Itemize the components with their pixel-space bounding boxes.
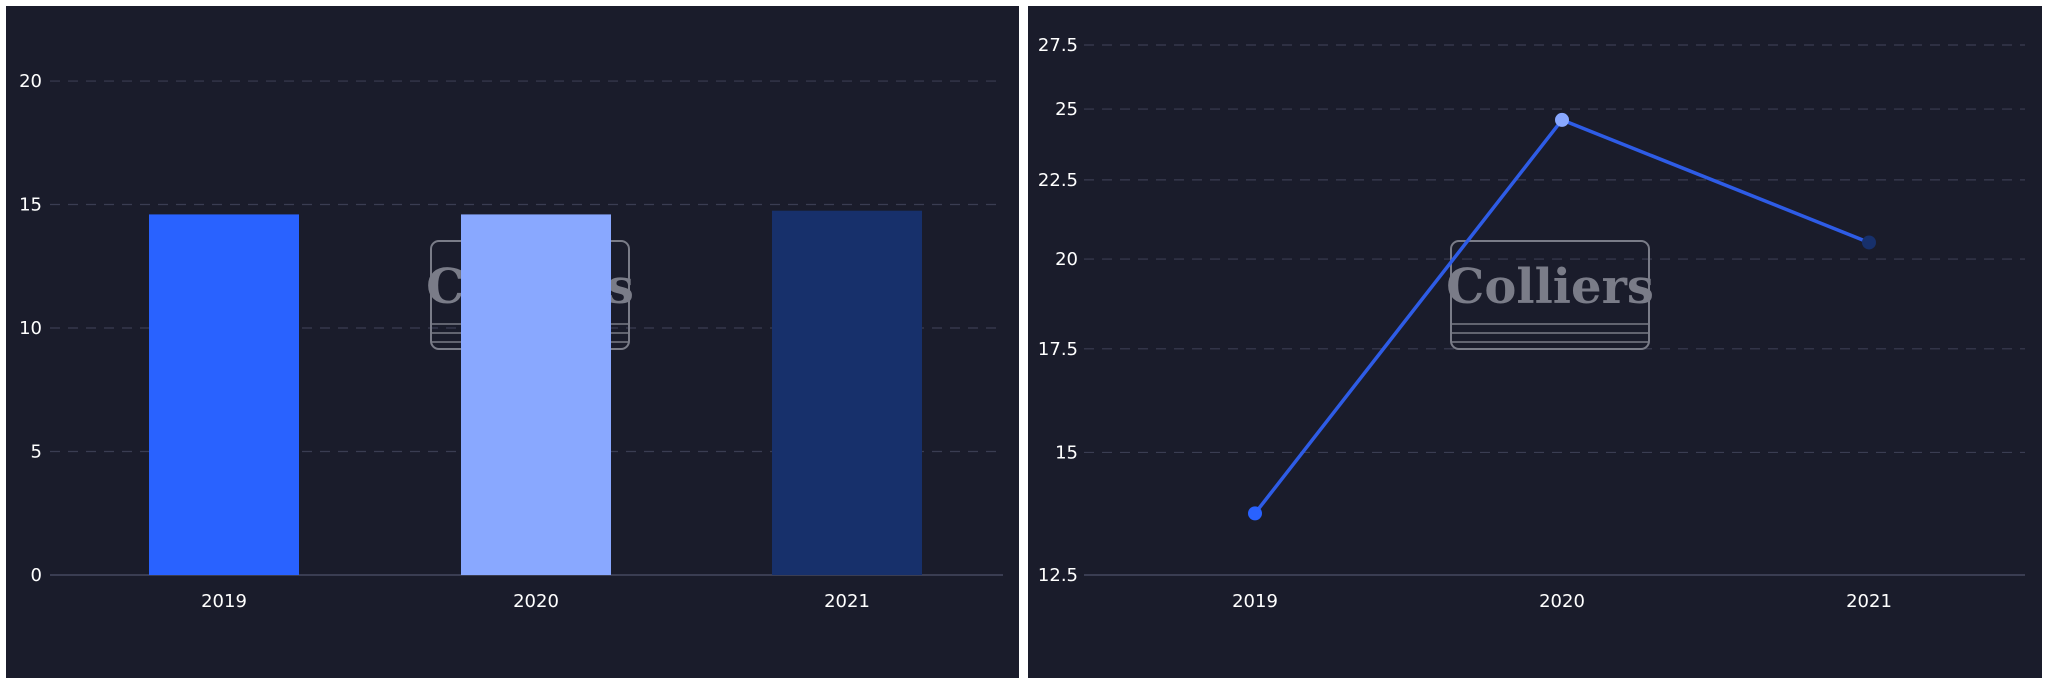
- x-tick-label: 2020: [513, 591, 559, 612]
- line-chart: 12.5 15 17.5 20 22.5 25 27.5 Colliers 2019 2020 20…: [1038, 35, 2025, 612]
- x-tick-label: 2019: [1232, 591, 1278, 612]
- y-tick-label: 22.5: [1038, 170, 1078, 191]
- line-chart-panel: 12.5 15 17.5 20 22.5 25 27.5 Colliers 2019 2020 20…: [1028, 6, 2042, 678]
- bar-2019: [149, 214, 299, 576]
- x-tick-label: 2021: [824, 591, 870, 612]
- bar-chart: 05101520Colliers201920202021: [19, 71, 1003, 612]
- watermark-frame: [1450, 240, 1650, 350]
- bar-2021: [772, 210, 922, 576]
- y-tick-label: 0: [31, 565, 42, 586]
- point-2020: [1555, 112, 1569, 127]
- y-tick-label: 20: [1055, 249, 1078, 270]
- point-2019: [1248, 506, 1262, 521]
- x-tick-label: 2020: [1539, 591, 1585, 612]
- y-tick-label: 17.5: [1038, 339, 1078, 360]
- y-tick-label: 27.5: [1038, 35, 1078, 56]
- watermark-text: Colliers: [1446, 259, 1654, 315]
- y-tick-label: 15: [1055, 442, 1078, 463]
- x-tick-label: 2021: [1846, 591, 1892, 612]
- series-line: [1253, 118, 1870, 515]
- y-tick-label: 15: [19, 195, 42, 216]
- y-tick-label: 5: [31, 442, 42, 463]
- bar-2020: [461, 214, 611, 576]
- bar-chart-panel: 05101520Colliers201920202021: [6, 6, 1019, 678]
- y-tick-label: 12.5: [1038, 565, 1078, 586]
- x-tick-label: 2019: [201, 591, 247, 612]
- point-2021: [1862, 235, 1876, 250]
- y-tick-label: 10: [19, 318, 42, 339]
- colliers-watermark: Colliers: [1446, 240, 1654, 350]
- y-tick-label: 20: [19, 71, 42, 92]
- y-tick-label: 25: [1055, 99, 1078, 120]
